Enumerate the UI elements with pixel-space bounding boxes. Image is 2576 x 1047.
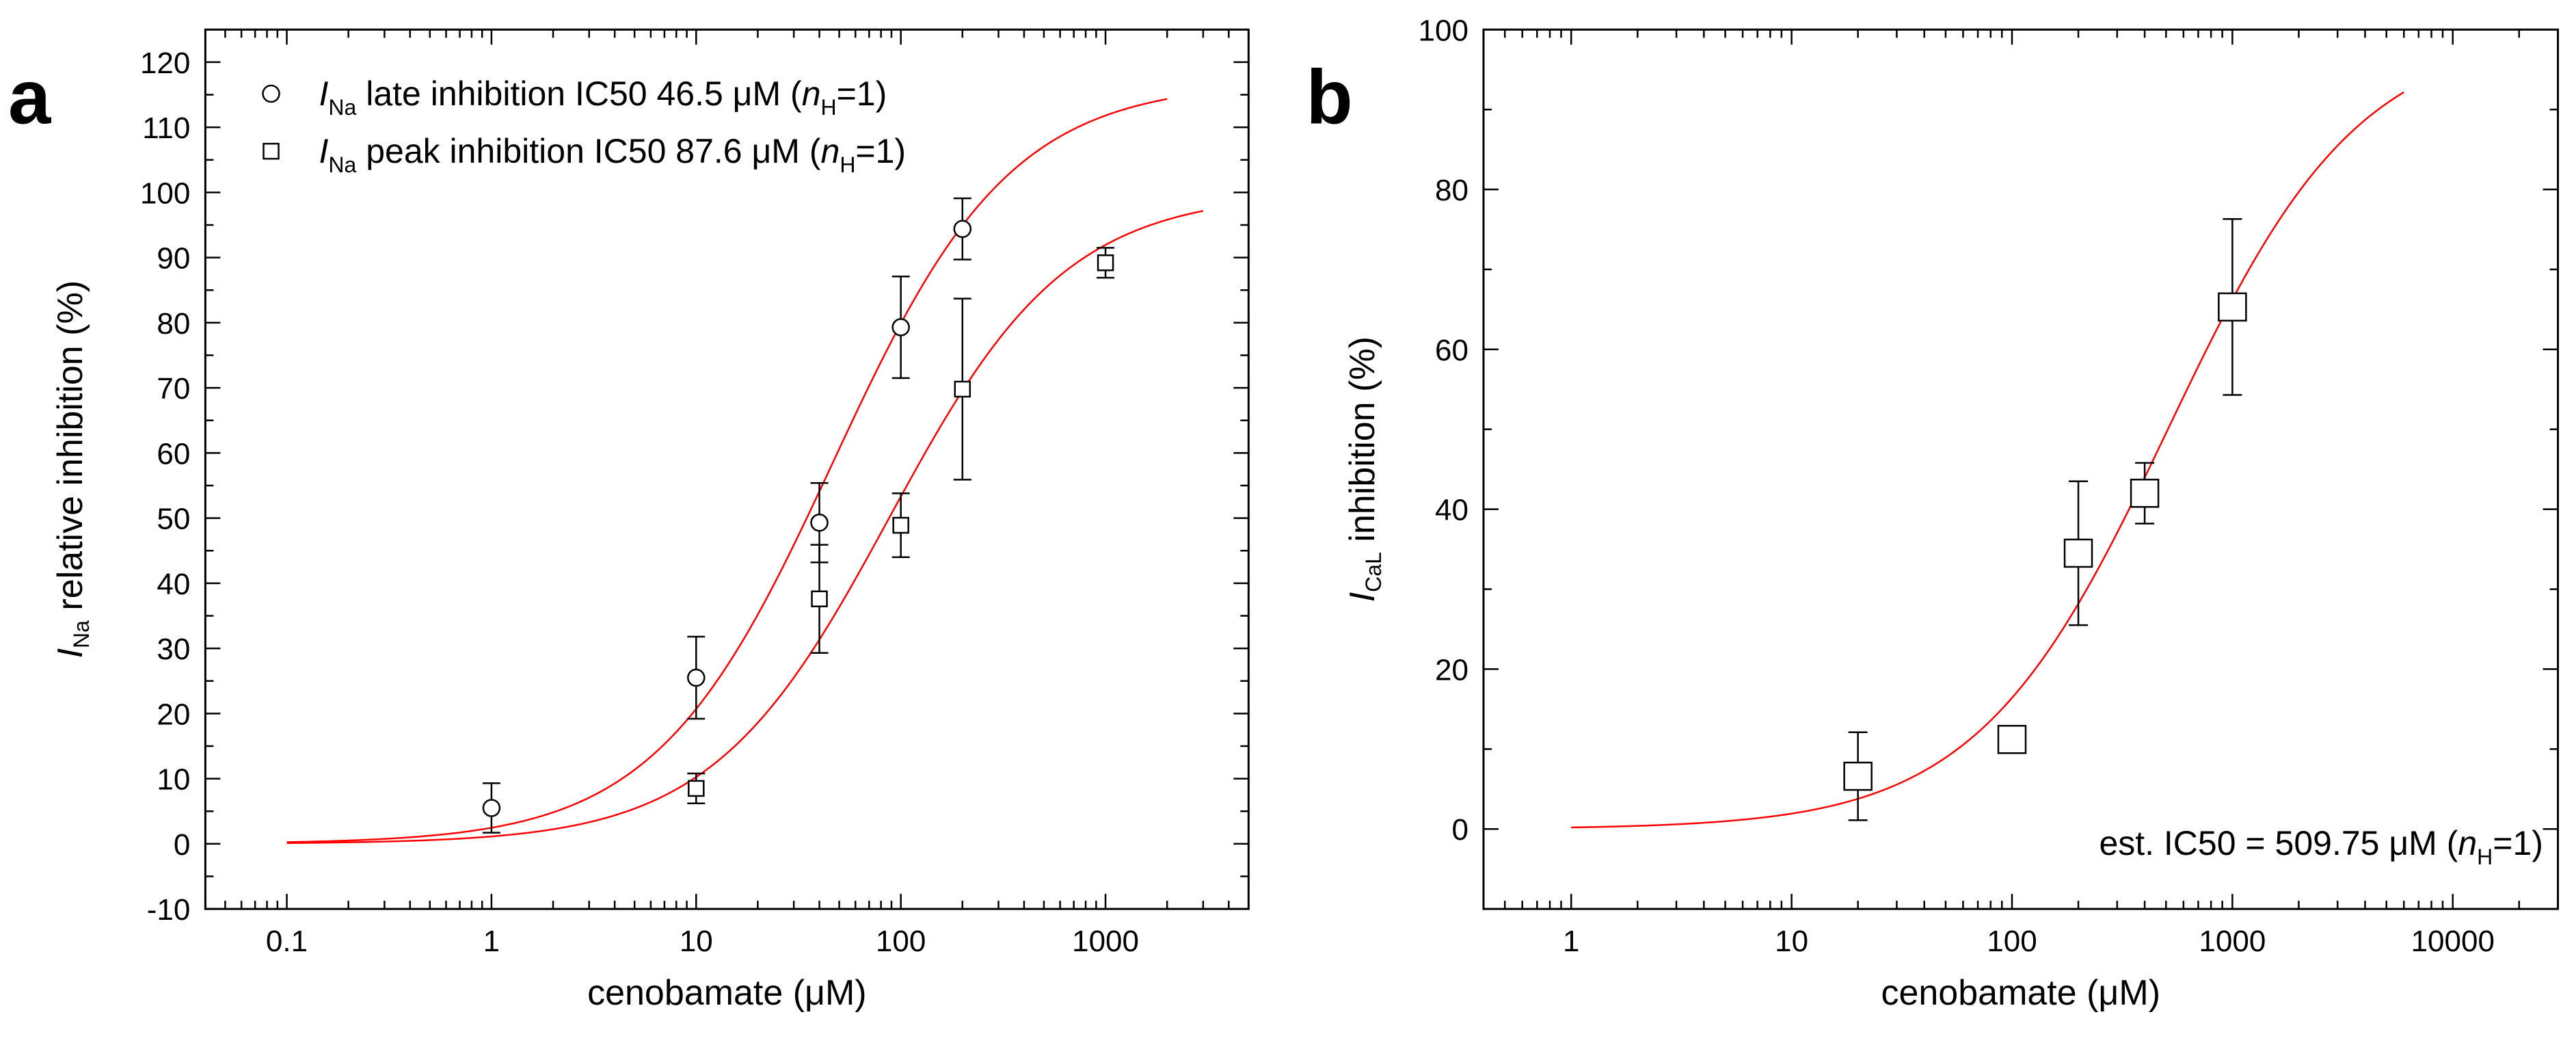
panel-a: 0.1 1 10 100 1000-10010203040506070809010011…	[8, 28, 1250, 1013]
legend-text-peak: INa peak inhibition IC50 87.6 μM (nH=1)	[319, 132, 907, 177]
y-tick-label: 0	[174, 828, 190, 862]
legend-marker-peak	[263, 142, 280, 160]
y-tick-label: 120	[140, 47, 190, 80]
y-tick-label: 60	[157, 437, 190, 471]
data-point-peak	[1097, 254, 1114, 271]
data-point-late	[953, 220, 972, 238]
panel-label: b	[1306, 54, 1352, 140]
x-tick-label: 100	[876, 925, 926, 958]
y-tick-label: 70	[157, 372, 190, 406]
y-tick-label: 40	[1435, 494, 1468, 527]
data-point-late	[891, 318, 910, 336]
data-point-peak	[811, 590, 828, 607]
plot-frame	[204, 28, 1250, 910]
x-tick-label: 100	[1987, 925, 2037, 958]
y-tick-label: 50	[157, 503, 190, 536]
x-tick-label: 1000	[2199, 925, 2266, 958]
data-point-late	[482, 799, 501, 817]
x-tick-label: 10	[680, 925, 713, 958]
y-axis-label: INa relative inhibition (%)	[51, 280, 94, 658]
x-tick-label: 1000	[1072, 925, 1139, 958]
legend-text-late: INa late inhibition IC50 46.5 μM (nH=1)	[319, 75, 887, 120]
x-tick-label: 10	[1775, 925, 1808, 958]
x-tick-label: 0.1	[266, 925, 308, 958]
y-tick-label: 80	[157, 307, 190, 341]
legend-marker-late	[262, 84, 280, 103]
fit-curve-CaL	[1571, 91, 2404, 829]
data-point-CaL	[1843, 761, 1873, 791]
plot-frame	[1482, 28, 2560, 910]
y-tick-label: 100	[140, 176, 190, 210]
x-tick-label: 10000	[2411, 925, 2495, 958]
data-point-peak	[892, 516, 909, 534]
panel-label: a	[8, 54, 51, 140]
y-tick-label: 20	[157, 698, 190, 731]
y-tick-label: 30	[157, 633, 190, 666]
data-point-CaL	[1997, 725, 2027, 754]
y-tick-label: 20	[1435, 653, 1468, 687]
fit-curve-peak	[286, 210, 1204, 845]
y-tick-label: 110	[142, 111, 190, 145]
data-point-peak	[688, 780, 705, 797]
y-tick-label: 60	[1435, 334, 1468, 367]
ic50-annotation: est. IC50 = 509.75 μM (nH=1)	[2099, 824, 2543, 869]
y-tick-label: 90	[157, 242, 190, 276]
data-point-late	[687, 668, 706, 687]
y-tick-label: -10	[147, 893, 191, 927]
y-tick-label: 80	[1435, 174, 1468, 207]
data-point-CaL	[2130, 479, 2160, 508]
x-tick-label: 1	[1563, 925, 1579, 958]
y-tick-label: 10	[157, 763, 190, 797]
data-point-CaL	[2063, 538, 2093, 568]
data-point-late	[810, 514, 829, 532]
x-axis-label: cenobamate (μM)	[1881, 973, 2160, 1013]
data-point-CaL	[2218, 292, 2247, 322]
y-tick-label: 0	[1451, 813, 1468, 847]
data-point-peak	[954, 380, 971, 398]
y-axis-label: ICaL inhibition (%)	[1343, 336, 1386, 602]
y-tick-label: 100	[1419, 14, 1468, 47]
panel-b: 1 10 100 1000 10000 0 20 40 60 80 100 cenobamate (μ…	[1306, 14, 2560, 1013]
fit-curve-late	[286, 98, 1168, 843]
y-tick-label: 40	[157, 568, 190, 601]
x-tick-label: 1	[483, 925, 500, 958]
x-axis-label: cenobamate (μM)	[587, 973, 867, 1013]
